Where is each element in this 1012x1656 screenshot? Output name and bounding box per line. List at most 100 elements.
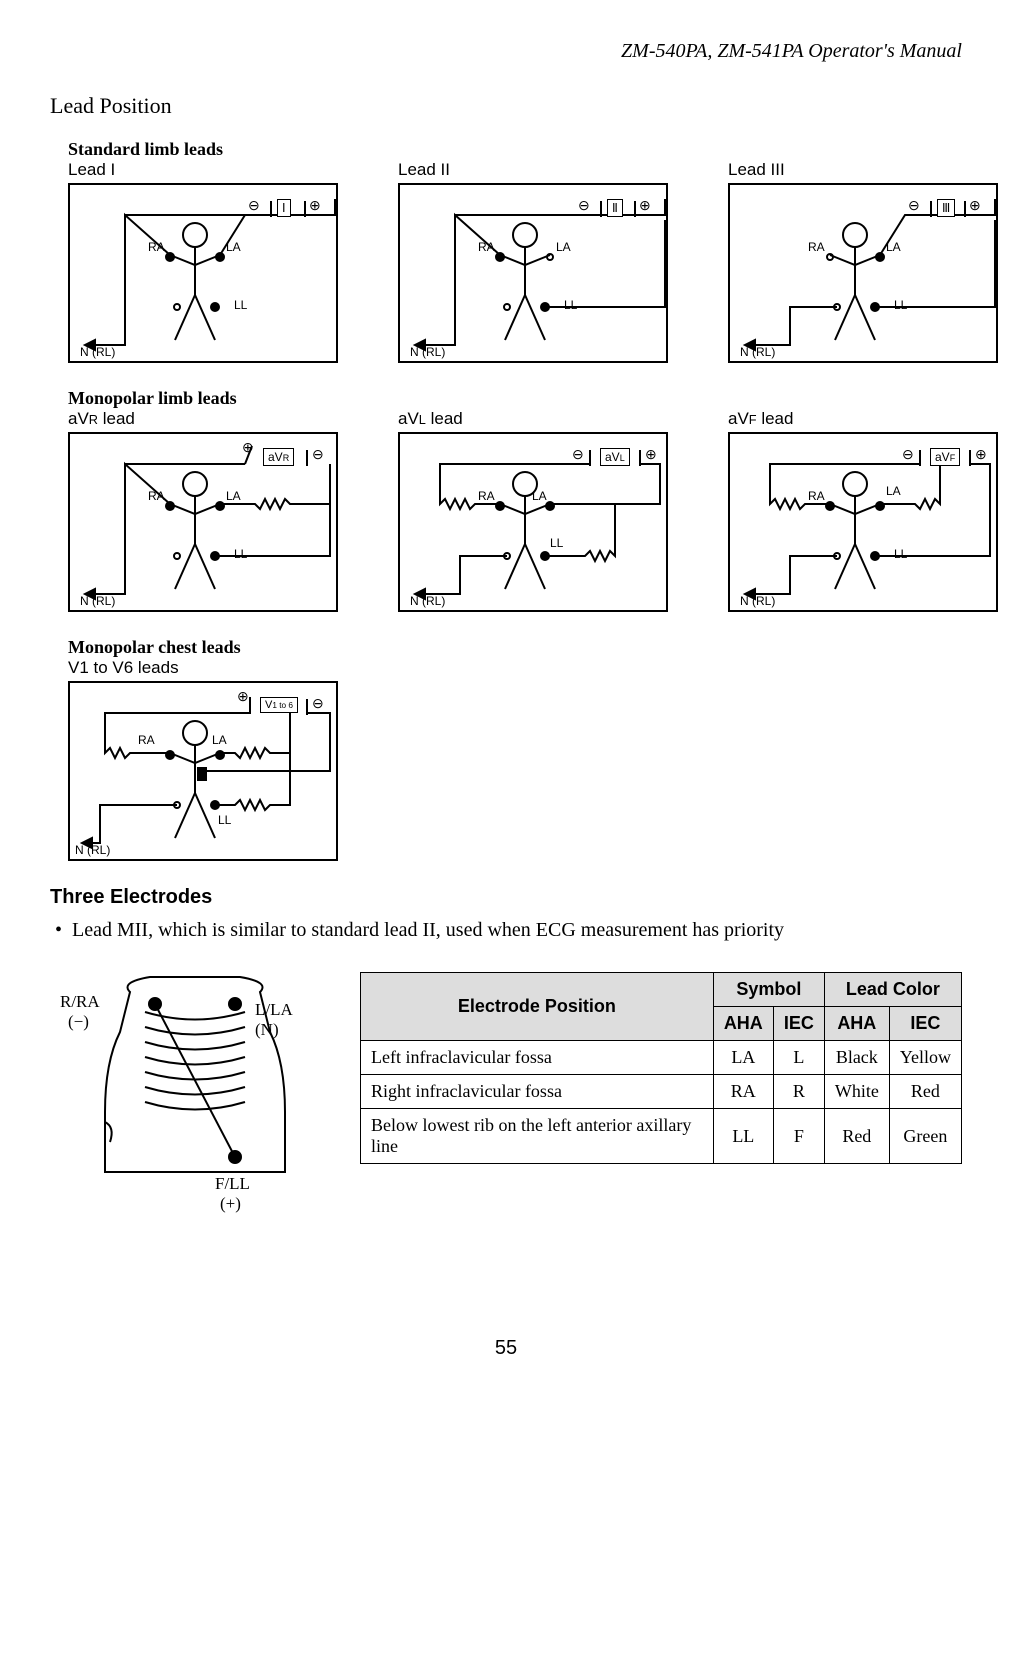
lbl-ra: RA: [138, 733, 155, 747]
plus-icon: ⊕: [242, 439, 254, 456]
diagram-lead-iii: Lead III ⊖ ⊕ Ⅲ RA LA LL N (RL): [728, 160, 998, 363]
cell: F: [773, 1109, 824, 1164]
lbl-nrl: N (RL): [80, 345, 115, 359]
lbl-lla: L/LA: [255, 1000, 293, 1020]
cell: L: [773, 1041, 824, 1075]
page-title: Lead Position: [50, 93, 962, 119]
bullet-dot: •: [55, 919, 62, 942]
minus-icon: ⊖: [312, 695, 324, 712]
fig-svg: [70, 683, 340, 863]
minus-icon: ⊖: [578, 197, 590, 214]
symbol-ii: Ⅱ: [607, 199, 623, 217]
lbl-rra2: (−): [68, 1012, 89, 1032]
electrode-table: Electrode Position Symbol Lead Color AHA…: [360, 972, 962, 1164]
th-position: Electrode Position: [361, 973, 714, 1041]
symbol-avr: aVR: [263, 448, 294, 466]
lbl-la: LA: [226, 240, 241, 254]
plus-icon: ⊕: [309, 197, 321, 214]
fig-svg: [70, 434, 340, 614]
diagram-avr: aVR lead ⊕ ⊖ aVR RA LA LL N (RL): [68, 409, 338, 612]
lbl-ll: LL: [564, 298, 577, 312]
fig-svg: [70, 185, 340, 365]
th-leadcolor: Lead Color: [824, 973, 961, 1007]
bullet-text: Lead MII, which is similar to standard l…: [72, 919, 784, 942]
lbl-nrl: N (RL): [740, 345, 775, 359]
minus-icon: ⊖: [248, 197, 260, 214]
lbl-la: LA: [556, 240, 571, 254]
lbl-nrl: N (RL): [410, 345, 445, 359]
lbl-nrl: N (RL): [80, 594, 115, 608]
table-row: Below lowest rib on the left anterior ax…: [361, 1109, 962, 1164]
plus-icon: ⊕: [237, 688, 249, 705]
minus-icon: ⊖: [572, 446, 584, 463]
lbl-nrl: N (RL): [75, 843, 110, 857]
symbol-chest: V1 to 6: [260, 697, 298, 713]
lbl-ll: LL: [234, 547, 247, 561]
box-avr: ⊕ ⊖ aVR RA LA LL N (RL): [68, 432, 338, 612]
box-lead-i: ⊖ ⊕ Ⅰ RA LA LL N (RL): [68, 183, 338, 363]
plus-icon: ⊕: [975, 446, 987, 463]
th-lc-aha: AHA: [824, 1007, 889, 1041]
minus-icon: ⊖: [908, 197, 920, 214]
plus-icon: ⊕: [969, 197, 981, 214]
header-right: ZM-540PA, ZM-541PA Operator's Manual: [50, 40, 962, 63]
cell: Green: [889, 1109, 961, 1164]
cell-pos: Left infraclavicular fossa: [361, 1041, 714, 1075]
diagram-avl: aVL lead ⊖ ⊕ aVL RA LA LL N (RL): [398, 409, 668, 612]
label-avr: aVR lead: [68, 409, 338, 429]
box-avf: ⊖ ⊕ aVF RA LA LL N (RL): [728, 432, 998, 612]
cell: Yellow: [889, 1041, 961, 1075]
minus-icon: ⊖: [312, 446, 324, 463]
fig-svg: [730, 185, 1000, 365]
lbl-ra: RA: [148, 240, 165, 254]
th-symbol: Symbol: [713, 973, 824, 1007]
standard-limb-row: Lead I ⊖ ⊕ Ⅰ RA LA LL N (RL) Lead II: [68, 160, 962, 363]
label-avf: aVF lead: [728, 409, 998, 429]
lbl-ra: RA: [478, 489, 495, 503]
torso-diagram: R/RA (−) L/LA (N) F/LL (+): [60, 972, 335, 1217]
plus-icon: ⊕: [639, 197, 651, 214]
lbl-ll: LL: [218, 813, 231, 827]
cell-pos: Right infraclavicular fossa: [361, 1075, 714, 1109]
lbl-ll: LL: [550, 536, 563, 550]
diagram-avf: aVF lead ⊖ ⊕ aVF RA LA LL N (RL): [728, 409, 998, 612]
lbl-fll2: (+): [220, 1194, 241, 1214]
symbol-iii: Ⅲ: [937, 199, 955, 217]
lbl-rra: R/RA: [60, 992, 100, 1012]
label-chest: V1 to V6 leads: [68, 658, 338, 678]
lbl-lla2: (N): [255, 1020, 279, 1040]
lbl-la: LA: [226, 489, 241, 503]
lbl-la: LA: [886, 240, 901, 254]
cell: LA: [713, 1041, 773, 1075]
box-lead-iii: ⊖ ⊕ Ⅲ RA LA LL N (RL): [728, 183, 998, 363]
cell: R: [773, 1075, 824, 1109]
lbl-ll: LL: [894, 547, 907, 561]
heading-standard-limb: Standard limb leads: [68, 139, 962, 160]
minus-icon: ⊖: [902, 446, 914, 463]
diagram-lead-ii: Lead II ⊖ ⊕ Ⅱ RA LA LL N (RL): [398, 160, 668, 363]
cell-pos: Below lowest rib on the left anterior ax…: [361, 1109, 714, 1164]
fig-svg: [400, 185, 670, 365]
diagram-lead-i: Lead I ⊖ ⊕ Ⅰ RA LA LL N (RL): [68, 160, 338, 363]
lbl-la: LA: [212, 733, 227, 747]
label-avl: aVL lead: [398, 409, 668, 429]
lbl-ra: RA: [808, 489, 825, 503]
table-row: Left infraclavicular fossa LA L Black Ye…: [361, 1041, 962, 1075]
diagram-chest: V1 to V6 leads ⊕ ⊖ V1 to 6 RA LA LL N (R…: [68, 658, 338, 861]
symbol-i: Ⅰ: [277, 199, 291, 217]
label-lead-ii: Lead II: [398, 160, 668, 180]
th-sym-aha: AHA: [713, 1007, 773, 1041]
lbl-fll: F/LL: [215, 1174, 250, 1194]
lbl-ra: RA: [148, 489, 165, 503]
heading-monopolar-chest: Monopolar chest leads: [68, 637, 962, 658]
cell: White: [824, 1075, 889, 1109]
plus-icon: ⊕: [645, 446, 657, 463]
cell: RA: [713, 1075, 773, 1109]
lbl-ra: RA: [478, 240, 495, 254]
th-sym-iec: IEC: [773, 1007, 824, 1041]
lower-section: R/RA (−) L/LA (N) F/LL (+) Electrode Pos…: [50, 972, 962, 1217]
lbl-la: LA: [532, 489, 547, 503]
label-lead-i: Lead I: [68, 160, 338, 180]
cell: Red: [824, 1109, 889, 1164]
lbl-ra: RA: [808, 240, 825, 254]
